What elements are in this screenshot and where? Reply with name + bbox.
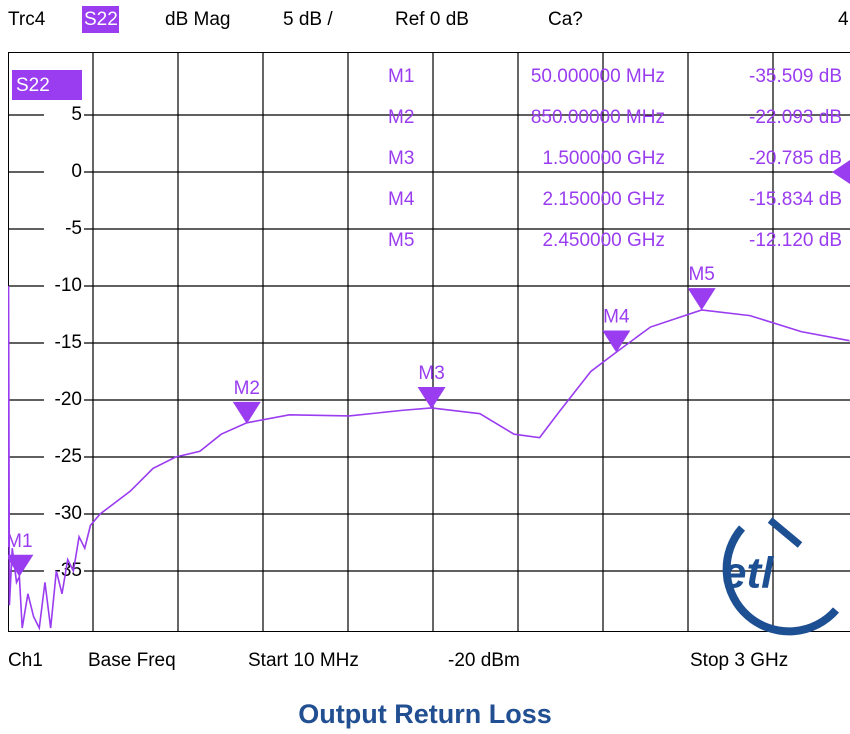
logo: etl bbox=[722, 549, 774, 598]
marker-table-x: 2.150000 GHz bbox=[542, 189, 665, 210]
trace-label: S22 bbox=[16, 75, 50, 96]
marker-table-x: 2.450000 GHz bbox=[542, 230, 665, 251]
tick-label-bg bbox=[44, 275, 84, 297]
tick-label-bg bbox=[44, 161, 84, 183]
marker-name: M2 bbox=[234, 378, 260, 399]
marker-table-name: M2 bbox=[388, 107, 414, 128]
y-tick-label: -5 bbox=[65, 218, 82, 239]
marker bbox=[687, 288, 716, 311]
header-item: Ref 0 dB bbox=[395, 9, 469, 30]
tick-label-bg bbox=[44, 389, 84, 411]
marker-table-name: M4 bbox=[388, 189, 415, 210]
marker-table-x: 850.00000 MHz bbox=[531, 107, 665, 128]
trace-highlight bbox=[82, 6, 119, 33]
header-item: S22 bbox=[84, 9, 118, 30]
marker-table-value: -35.509 dB bbox=[749, 66, 842, 87]
header-item: 4 bbox=[838, 9, 849, 30]
tick-label-bg bbox=[44, 503, 84, 525]
marker-name: M4 bbox=[603, 307, 630, 328]
footer-item: Start 10 MHz bbox=[248, 650, 359, 671]
marker bbox=[232, 401, 261, 424]
marker bbox=[417, 386, 446, 409]
y-tick-label: -10 bbox=[55, 275, 82, 296]
footer-item: Base Freq bbox=[88, 650, 176, 671]
y-tick-label: 5 bbox=[71, 104, 82, 125]
trace bbox=[8, 285, 850, 631]
marker bbox=[602, 330, 631, 353]
marker-name: M3 bbox=[418, 363, 444, 384]
header-item: dB Mag bbox=[165, 9, 230, 30]
caption: Output Return Loss bbox=[298, 699, 551, 729]
marker-table-value: -22.093 dB bbox=[749, 107, 842, 128]
tick-label-bg bbox=[44, 332, 84, 354]
logo-accent bbox=[767, 517, 803, 548]
tick-label-bg bbox=[44, 446, 84, 468]
header-item: 5 dB / bbox=[283, 9, 333, 30]
footer-item: Ch1 bbox=[8, 650, 43, 671]
y-tick-label: -25 bbox=[55, 446, 82, 467]
marker bbox=[8, 554, 34, 577]
y-tick-label: -15 bbox=[55, 332, 82, 353]
marker-name: M1 bbox=[6, 531, 32, 552]
y-tick-label: 0 bbox=[71, 161, 82, 182]
y-tick-label: -30 bbox=[55, 503, 82, 524]
marker-table-name: M5 bbox=[388, 230, 414, 251]
marker-table-value: -15.834 dB bbox=[749, 189, 842, 210]
tick-label-bg bbox=[44, 218, 84, 240]
logo-arc bbox=[722, 525, 840, 636]
header-item: Ca? bbox=[548, 9, 583, 30]
ref-indicator bbox=[832, 160, 850, 184]
tick-label-bg bbox=[44, 104, 84, 126]
header-item: Trc4 bbox=[8, 9, 46, 30]
footer-item: Stop 3 GHz bbox=[690, 650, 788, 671]
y-tick-label: -20 bbox=[55, 389, 82, 410]
marker-table-x: 1.500000 GHz bbox=[542, 148, 665, 169]
marker-table-value: -12.120 dB bbox=[749, 230, 842, 251]
marker-table-value: -20.785 dB bbox=[749, 148, 842, 169]
marker-table-name: M1 bbox=[388, 66, 414, 87]
plot-frame bbox=[8, 52, 850, 632]
marker-table-name: M3 bbox=[388, 148, 414, 169]
footer-item: -20 dBm bbox=[448, 650, 520, 671]
marker-table-x: 50.000000 MHz bbox=[531, 66, 665, 87]
marker-name: M5 bbox=[688, 264, 714, 285]
trace-label-box bbox=[12, 70, 82, 100]
